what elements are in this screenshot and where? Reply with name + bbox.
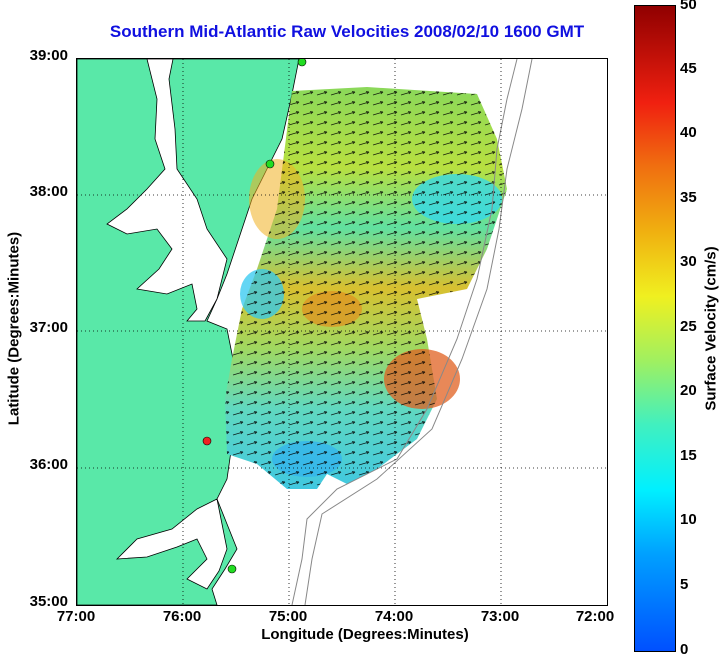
map-plot-area xyxy=(76,58,608,606)
station-marker xyxy=(265,159,275,169)
x-tick: 77:00 xyxy=(56,608,96,625)
colorbar-tick: 40 xyxy=(680,124,697,141)
colorbar-tick: 45 xyxy=(680,60,697,77)
x-tick: 72:00 xyxy=(575,608,615,625)
velocity-vectors xyxy=(225,87,507,489)
colorbar xyxy=(634,5,676,652)
x-tick: 76:00 xyxy=(162,608,202,625)
station-marker xyxy=(227,564,237,574)
chesapeake-bay xyxy=(106,59,228,322)
x-tick: 73:00 xyxy=(480,608,520,625)
map-svg xyxy=(77,59,607,605)
y-tick: 39:00 xyxy=(29,47,68,64)
x-tick: 74:00 xyxy=(374,608,414,625)
y-tick: 37:00 xyxy=(29,319,68,336)
y-tick: 35:00 xyxy=(29,593,68,610)
colorbar-tick: 30 xyxy=(680,253,697,270)
colorbar-tick: 20 xyxy=(680,382,697,399)
grid-lines xyxy=(77,59,607,605)
bathymetry-contour xyxy=(291,59,518,605)
station-marker xyxy=(297,59,307,67)
colorbar-tick: 35 xyxy=(680,189,697,206)
colorbar-tick: 50 xyxy=(680,0,697,13)
bathymetry-contour xyxy=(304,59,533,605)
colorbar-tick: 15 xyxy=(680,447,697,464)
x-tick: 75:00 xyxy=(268,608,308,625)
colorbar-tick: 10 xyxy=(680,511,697,528)
colorbar-tick: 0 xyxy=(680,641,689,658)
y-axis-label: Latitude (Degrees:Minutes) xyxy=(5,231,23,426)
colorbar-gradient xyxy=(635,6,675,651)
colorbar-label: Surface Velocity (cm/s) xyxy=(702,246,720,411)
map-title: Southern Mid-Atlantic Raw Velocities 200… xyxy=(109,22,585,41)
x-axis-label: Longitude (Degrees:Minutes) xyxy=(261,626,469,643)
pamlico-sound xyxy=(115,498,228,590)
colorbar-tick: 25 xyxy=(680,318,697,335)
station-marker xyxy=(202,436,212,446)
y-tick: 38:00 xyxy=(29,183,68,200)
colorbar-tick: 5 xyxy=(680,576,689,593)
y-tick: 36:00 xyxy=(29,456,68,473)
